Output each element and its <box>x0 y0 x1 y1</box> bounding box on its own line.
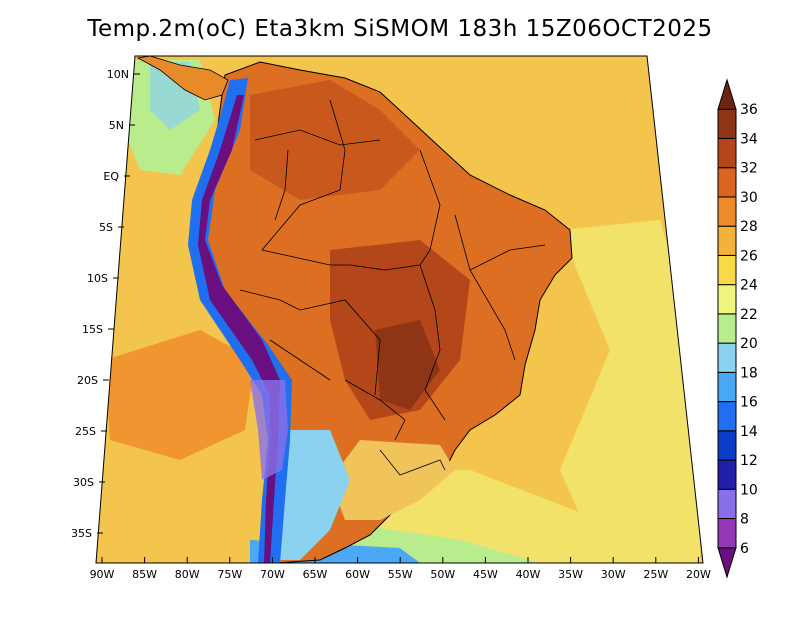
colorbar-swatch <box>717 430 737 461</box>
colorbar-label: 22 <box>740 307 758 323</box>
colorbar-label: 18 <box>740 365 758 381</box>
map-panel <box>96 56 703 563</box>
colorbar-label: 8 <box>740 512 749 528</box>
lon-label: 90W <box>90 568 115 581</box>
colorbar-swatch <box>717 547 737 579</box>
political-borders <box>239 99 546 476</box>
colorbar-swatch <box>717 518 737 549</box>
colorbar-label: 34 <box>740 131 758 147</box>
colorbar-label: 12 <box>740 453 758 469</box>
map-title: Temp.2m(oC) Eta3km SiSMOM 183h 15Z06OCT2… <box>87 16 713 42</box>
lon-label: 45W <box>473 568 498 581</box>
land-mild-zone-south <box>330 440 455 520</box>
central-america-landmass <box>136 56 229 101</box>
colorbar-swatch <box>717 78 737 110</box>
lat-label: 30S <box>73 476 94 489</box>
lat-label: 15S <box>82 323 103 336</box>
colorbar-swatch <box>717 459 737 490</box>
lat-label: EQ <box>103 170 119 183</box>
lon-label: 75W <box>217 568 242 581</box>
colorbar-swatch <box>717 342 737 373</box>
colorbar-swatch <box>717 401 737 432</box>
lat-label: 5S <box>99 221 113 234</box>
colorbar-swatch <box>717 167 737 198</box>
colorbar-swatch <box>717 313 737 344</box>
colorbar-label: 20 <box>740 336 758 352</box>
latitude-axis: 10N 5N EQ 5S 10S 15S 20S 25S 30S 35S <box>71 68 140 540</box>
colorbar-label: 16 <box>740 395 758 411</box>
lon-label: 25W <box>643 568 668 581</box>
land-hot-zone-amazon <box>250 80 420 200</box>
colorbar-label: 10 <box>740 482 758 498</box>
lat-label: 35S <box>71 527 92 540</box>
colorbar-label: 14 <box>740 424 758 440</box>
colorbar-swatch <box>717 254 737 286</box>
colorbar: 6 8 10 12 14 16 18 20 22 24 26 28 30 32 34 36 <box>717 78 758 579</box>
colorbar-label: 24 <box>740 278 758 294</box>
ocean-warm-zone-pacific <box>105 330 255 460</box>
lon-label: 70W <box>260 568 285 581</box>
lon-label: 55W <box>388 568 413 581</box>
colorbar-swatch <box>717 196 737 227</box>
andes-violet-halo <box>250 380 288 480</box>
colorbar-swatch <box>717 284 737 315</box>
colorbar-swatch <box>717 371 737 403</box>
andes-coldest-core <box>198 95 280 563</box>
lon-label: 20W <box>686 568 711 581</box>
colorbar-swatch <box>717 108 737 139</box>
colorbar-label: 6 <box>740 541 749 557</box>
colorbar-swatch <box>717 137 737 169</box>
longitude-axis: 90W 85W 80W 75W 70W 65W 60W 55W 50W 45W 40W 35W 30W 2… <box>90 557 711 581</box>
lon-label: 50W <box>430 568 455 581</box>
lat-label: 20S <box>77 374 98 387</box>
lon-label: 60W <box>345 568 370 581</box>
colorbar-swatch <box>717 225 737 256</box>
lat-label: 10N <box>107 68 129 81</box>
land-hottest-core <box>375 320 440 410</box>
lat-label: 25S <box>75 425 96 438</box>
lon-label: 80W <box>175 568 200 581</box>
lat-label: 10S <box>87 272 108 285</box>
colorbar-label: 28 <box>740 219 758 235</box>
ocean-yellow-zone-atlantic <box>560 220 700 560</box>
lon-label: 65W <box>303 568 328 581</box>
lon-label: 85W <box>132 568 157 581</box>
colorbar-label: 32 <box>740 161 758 177</box>
colorbar-swatch <box>717 488 737 520</box>
lon-label: 35W <box>558 568 583 581</box>
colorbar-label: 30 <box>740 190 758 206</box>
lon-label: 40W <box>516 568 541 581</box>
colorbar-label: 36 <box>740 102 758 118</box>
lon-label: 30W <box>601 568 626 581</box>
colorbar-label: 26 <box>740 248 758 264</box>
lat-label: 5N <box>109 119 124 132</box>
